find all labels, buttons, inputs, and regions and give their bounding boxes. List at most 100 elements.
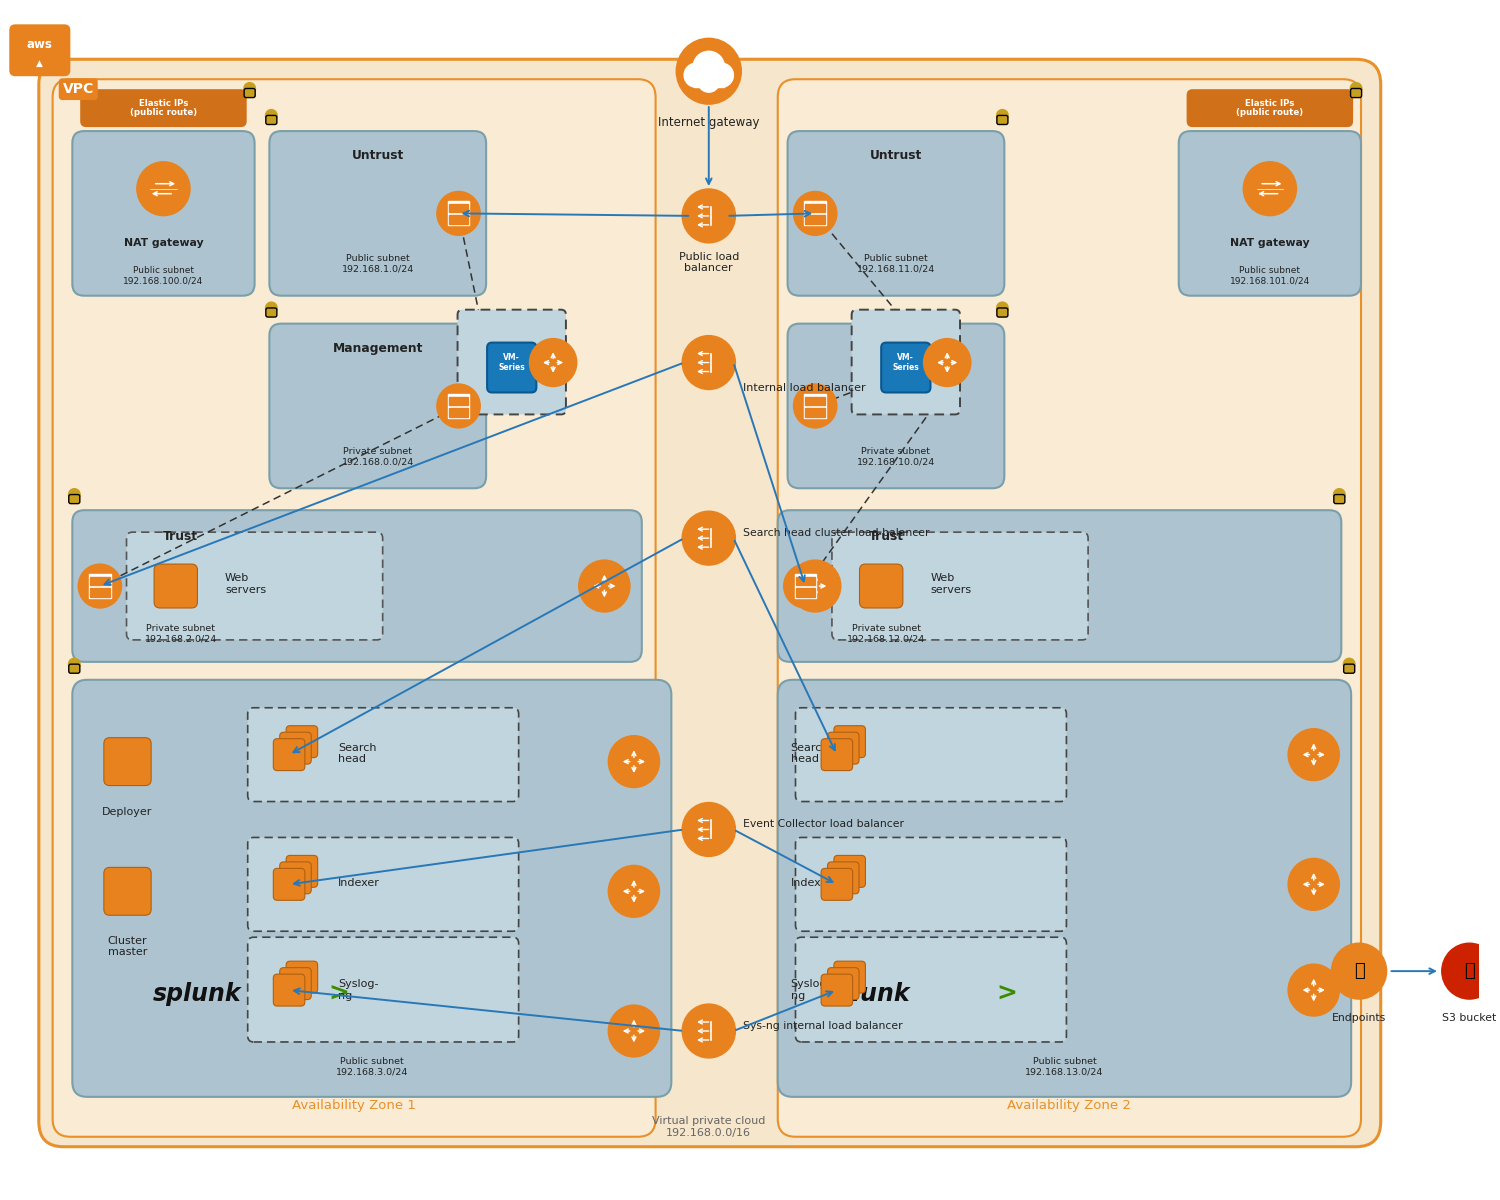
Text: Search
head: Search head [790, 743, 830, 764]
FancyBboxPatch shape [69, 494, 80, 504]
Circle shape [682, 803, 735, 857]
Circle shape [684, 64, 708, 88]
Text: Virtual private cloud
192.168.0.0/16: Virtual private cloud 192.168.0.0/16 [652, 1116, 765, 1138]
FancyBboxPatch shape [154, 564, 198, 608]
Circle shape [609, 736, 660, 787]
Bar [795, 588, 814, 598]
Text: Management: Management [850, 342, 940, 354]
Text: Indexer: Indexer [790, 878, 832, 888]
FancyBboxPatch shape [795, 838, 1066, 931]
Text: Public subnet
192.168.1.0/24: Public subnet 192.168.1.0/24 [342, 254, 414, 274]
Bar [806, 204, 825, 212]
Text: Syslog-
ng: Syslog- ng [339, 979, 380, 1001]
Text: Public load
balancer: Public load balancer [678, 252, 740, 274]
FancyBboxPatch shape [69, 664, 80, 673]
Circle shape [136, 162, 190, 216]
Text: ▲: ▲ [36, 59, 44, 67]
Text: splunk: splunk [822, 982, 910, 1006]
Text: S3 bucket: S3 bucket [1443, 1013, 1497, 1024]
Bar [448, 396, 468, 404]
Circle shape [682, 511, 735, 565]
Text: Availability Zone 2: Availability Zone 2 [1008, 1099, 1131, 1112]
FancyBboxPatch shape [778, 510, 1341, 662]
FancyBboxPatch shape [778, 79, 1360, 1136]
FancyBboxPatch shape [834, 961, 866, 994]
Text: 🛡: 🛡 [1353, 962, 1365, 980]
Text: Private subnet
192.168.0.0/24: Private subnet 192.168.0.0/24 [342, 446, 414, 467]
FancyBboxPatch shape [273, 739, 304, 770]
FancyBboxPatch shape [72, 510, 642, 662]
FancyBboxPatch shape [458, 310, 566, 414]
Circle shape [266, 302, 278, 314]
Bar [795, 574, 816, 598]
Circle shape [996, 302, 1008, 314]
Text: Management: Management [333, 342, 423, 354]
FancyBboxPatch shape [39, 59, 1380, 1147]
FancyBboxPatch shape [273, 869, 304, 900]
Text: aws: aws [27, 38, 52, 52]
Circle shape [1350, 83, 1362, 95]
Text: Endpoints: Endpoints [1332, 1013, 1386, 1024]
Bar [804, 394, 826, 418]
Circle shape [682, 1004, 735, 1058]
Text: Availability Zone 1: Availability Zone 1 [292, 1099, 416, 1112]
FancyBboxPatch shape [53, 79, 656, 1136]
Text: Search
head: Search head [339, 743, 376, 764]
Circle shape [1288, 964, 1340, 1016]
FancyBboxPatch shape [998, 115, 1008, 125]
FancyBboxPatch shape [1186, 89, 1353, 127]
Text: NAT gateway: NAT gateway [123, 238, 204, 248]
FancyBboxPatch shape [244, 89, 255, 97]
Text: splunk: splunk [153, 982, 242, 1006]
FancyBboxPatch shape [279, 967, 310, 1000]
FancyBboxPatch shape [270, 324, 486, 488]
FancyBboxPatch shape [788, 131, 1005, 295]
FancyBboxPatch shape [270, 131, 486, 295]
Circle shape [698, 71, 720, 92]
Bar [448, 204, 468, 212]
Text: Cluster
master: Cluster master [108, 936, 147, 956]
FancyBboxPatch shape [286, 856, 318, 887]
Circle shape [244, 83, 255, 95]
Circle shape [609, 865, 660, 917]
FancyBboxPatch shape [1334, 494, 1346, 504]
FancyBboxPatch shape [821, 974, 852, 1006]
Circle shape [530, 338, 578, 386]
Text: Trust: Trust [868, 530, 903, 544]
Circle shape [783, 564, 826, 608]
FancyBboxPatch shape [286, 726, 318, 757]
FancyBboxPatch shape [834, 856, 866, 887]
Bar [806, 215, 825, 224]
FancyBboxPatch shape [126, 532, 382, 640]
Text: Event Collector load balancer: Event Collector load balancer [744, 820, 904, 829]
Circle shape [693, 52, 724, 83]
Bar [795, 576, 814, 584]
FancyBboxPatch shape [828, 862, 860, 894]
FancyBboxPatch shape [72, 680, 672, 1097]
Circle shape [1288, 728, 1340, 780]
Circle shape [682, 188, 735, 242]
FancyBboxPatch shape [104, 868, 152, 916]
Text: Private subnet
192.168.10.0/24: Private subnet 192.168.10.0/24 [856, 446, 934, 467]
FancyBboxPatch shape [833, 532, 1088, 640]
Text: VPC: VPC [63, 82, 94, 96]
FancyBboxPatch shape [788, 324, 1005, 488]
Text: 🪣: 🪣 [1464, 962, 1474, 980]
Text: >: > [996, 982, 1017, 1006]
Bar [804, 202, 826, 226]
FancyBboxPatch shape [248, 838, 519, 931]
Bar [448, 215, 468, 224]
Circle shape [1332, 943, 1386, 1000]
Text: Web
servers: Web servers [225, 574, 266, 595]
Bar [806, 408, 825, 416]
Text: Indexer: Indexer [339, 878, 380, 888]
FancyBboxPatch shape [279, 862, 310, 894]
Text: Public subnet
192.168.13.0/24: Public subnet 192.168.13.0/24 [1026, 1057, 1104, 1076]
Text: Internet gateway: Internet gateway [658, 116, 759, 130]
Bar [448, 408, 468, 416]
FancyBboxPatch shape [795, 937, 1066, 1042]
FancyBboxPatch shape [821, 869, 852, 900]
Bar [694, 73, 723, 88]
FancyBboxPatch shape [248, 708, 519, 802]
FancyBboxPatch shape [821, 739, 852, 770]
